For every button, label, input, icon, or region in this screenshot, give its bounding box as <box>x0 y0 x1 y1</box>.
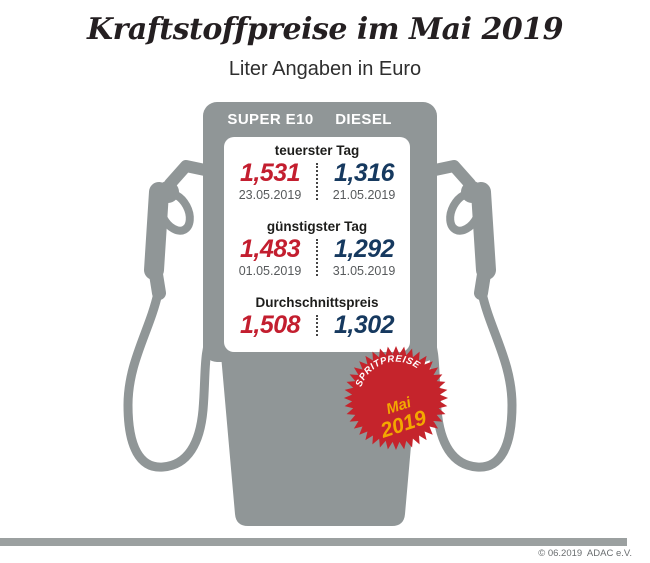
nozzle-grip <box>474 261 492 300</box>
spritpreise-badge: SPRITPREISE Mai 2019 <box>343 345 449 451</box>
section-label: Durchschnittspreis <box>255 295 379 310</box>
diesel-date-cheapest: 31.05.2019 <box>332 264 396 278</box>
page-title: Kraftstoffpreise im Mai 2019 <box>87 12 563 47</box>
section-label: teuerster Tag <box>274 143 360 158</box>
nozzle-handle <box>144 182 169 280</box>
dotted-divider <box>316 239 318 276</box>
right-nozzle-icon <box>429 160 496 300</box>
diesel-cell: 1,292 31.05.2019 <box>318 236 410 279</box>
section-most-expensive-day: teuerster Tag 1,531 23.05.2019 1,316 21.… <box>224 142 410 203</box>
diesel-price-cheapest: 1,292 <box>333 235 395 263</box>
diesel-price-expensive: 1,316 <box>333 159 395 187</box>
price-row: 1,483 01.05.2019 1,292 31.05.2019 <box>224 236 410 279</box>
price-row: 1,508 1,302 <box>224 312 410 339</box>
price-row: 1,531 23.05.2019 1,316 21.05.2019 <box>224 160 410 203</box>
diesel-price-average: 1,302 <box>333 311 395 339</box>
super-e10-date-cheapest: 01.05.2019 <box>238 264 302 278</box>
left-hose-path <box>123 288 218 472</box>
section-average-price: Durchschnittspreis 1,508 1,302 <box>224 294 410 339</box>
copyright-text: © 06.2019 ADAC e.V. <box>538 548 632 559</box>
nozzle-grip <box>148 261 166 300</box>
super-e10-date-expensive: 23.05.2019 <box>238 188 302 202</box>
super-e10-cell: 1,508 <box>224 312 316 339</box>
badge-starburst <box>343 345 449 451</box>
section-label: günstigster Tag <box>266 219 368 234</box>
footer-bar <box>0 538 627 546</box>
nozzle-spout <box>164 160 211 190</box>
super-e10-cell: 1,531 23.05.2019 <box>224 160 316 203</box>
super-e10-price-expensive: 1,531 <box>239 159 301 187</box>
diesel-date-expensive: 21.05.2019 <box>332 188 396 202</box>
section-cheapest-day: günstigster Tag 1,483 01.05.2019 1,292 3… <box>224 218 410 279</box>
page-subtitle: Liter Angaben in Euro <box>228 58 422 80</box>
fuel-label-super-e10: SUPER E10 <box>227 111 314 128</box>
super-e10-price-cheapest: 1,483 <box>239 235 301 263</box>
dotted-divider <box>316 315 318 336</box>
fuel-label-diesel: DIESEL <box>335 111 392 128</box>
dotted-divider <box>316 163 318 200</box>
price-panel: teuerster Tag 1,531 23.05.2019 1,316 21.… <box>224 137 410 352</box>
nozzle-handle <box>471 182 496 280</box>
super-e10-cell: 1,483 01.05.2019 <box>224 236 316 279</box>
super-e10-price-average: 1,508 <box>239 311 301 339</box>
left-nozzle-icon <box>144 160 211 300</box>
fuel-type-header: SUPER E10 DIESEL <box>224 111 410 128</box>
diesel-cell: 1,316 21.05.2019 <box>318 160 410 203</box>
diesel-cell: 1,302 <box>318 312 410 339</box>
nozzle-spout <box>429 160 476 190</box>
